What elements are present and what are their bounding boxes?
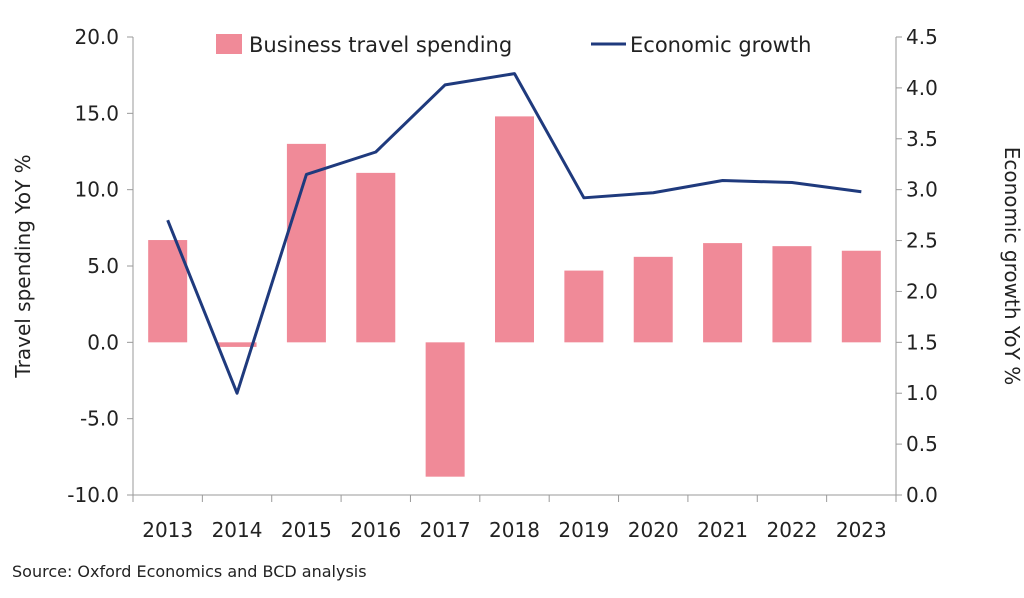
legend-bar-label: Business travel spending	[249, 33, 512, 57]
y-axis-title: Travel spending YoY %	[11, 154, 35, 378]
line-series	[166, 72, 862, 395]
y2-tick-label: 2.5	[906, 229, 938, 253]
y-tick-label: 15.0	[74, 101, 119, 125]
bar-2019	[564, 270, 604, 343]
y2-tick-label: 4.5	[906, 25, 938, 49]
x-tick-label: 2014	[212, 518, 263, 542]
x-tick-label: 2020	[628, 518, 679, 542]
x-tick-label: 2019	[558, 518, 609, 542]
x-tick-label: 2018	[489, 518, 540, 542]
bar-2017	[425, 342, 465, 477]
bar-2022	[772, 246, 812, 343]
legend-line-label: Economic growth	[630, 33, 811, 57]
y2-tick-label: 1.0	[906, 381, 938, 405]
x-tick-label: 2022	[767, 518, 818, 542]
x-tick-label: 2023	[836, 518, 887, 542]
y2-tick-label: 1.5	[906, 330, 938, 354]
x-tick-label: 2021	[697, 518, 748, 542]
y-tick-label: 0.0	[87, 330, 119, 354]
source-note: Source: Oxford Economics and BCD analysi…	[12, 562, 367, 581]
x-tick-label: 2013	[142, 518, 193, 542]
y2-tick-label: 0.5	[906, 432, 938, 456]
y2-tick-label: 4.0	[906, 76, 938, 100]
y-tick-label: 20.0	[74, 25, 119, 49]
y-tick-label: 5.0	[87, 254, 119, 278]
bar-2018	[495, 116, 534, 343]
y2-tick-label: 0.0	[906, 483, 938, 507]
axes	[127, 36, 902, 502]
y-tick-label: -10.0	[67, 483, 119, 507]
x-tick-label: 2015	[281, 518, 332, 542]
bar-2020	[633, 256, 673, 343]
bar-2021	[703, 243, 743, 343]
y-tick-label: 10.0	[74, 178, 119, 202]
x-tick-label: 2017	[420, 518, 471, 542]
bar-2023	[841, 250, 881, 343]
bar-2016	[356, 172, 396, 343]
legend-bar-swatch	[216, 34, 242, 54]
x-tick-label: 2016	[350, 518, 401, 542]
tick-labels: -10.0 -5.0 0.0 5.0 10.0 15.0 20.0 0.0 0.5 1.0 1.5 2…	[67, 25, 938, 542]
y2-tick-label: 2.0	[906, 279, 938, 303]
y2-tick-label: 3.0	[906, 178, 938, 202]
y2-axis-title: Economic growth YoY %	[1000, 147, 1024, 386]
legend: Business travel spending Economic growth	[216, 33, 811, 57]
bar-2013	[148, 240, 188, 343]
bar-series	[148, 116, 881, 477]
y2-tick-label: 3.5	[906, 127, 938, 151]
y-tick-label: -5.0	[80, 407, 119, 431]
bar-2014	[217, 342, 257, 347]
